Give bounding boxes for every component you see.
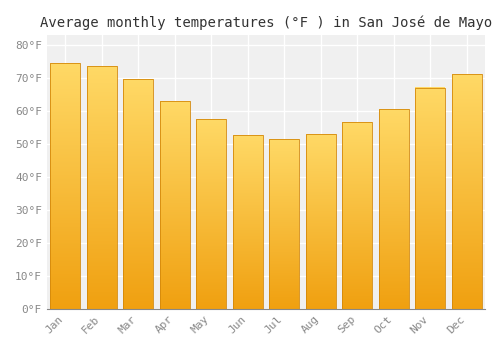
Title: Average monthly temperatures (°F ) in San José de Mayo: Average monthly temperatures (°F ) in Sa… — [40, 15, 492, 29]
